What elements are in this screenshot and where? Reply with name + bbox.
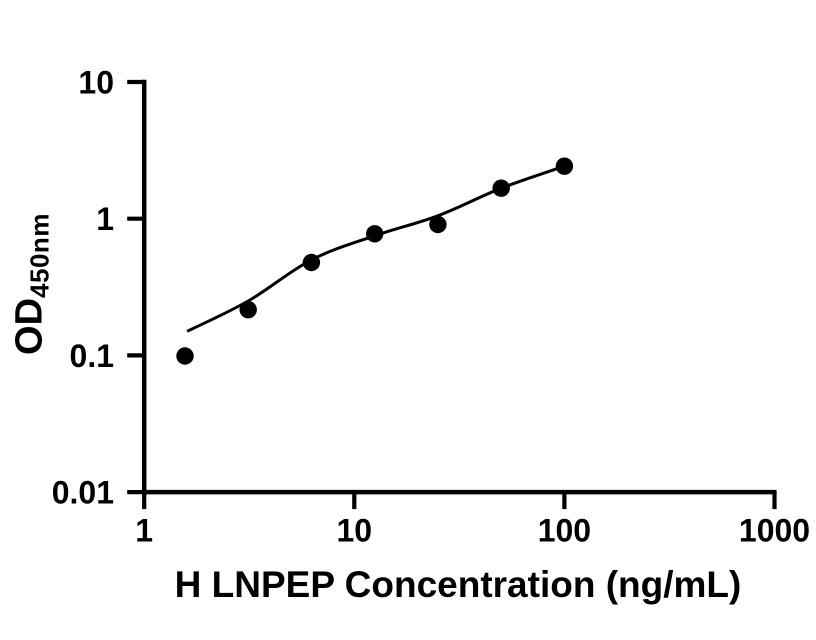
- y-axis-tick-label: 0.1: [70, 338, 114, 374]
- data-point: [239, 301, 257, 319]
- y-axis-title-subscript: 450nm: [24, 213, 55, 298]
- y-axis-tick-label: 0.01: [52, 475, 114, 511]
- data-point: [302, 253, 321, 272]
- x-axis-title: H LNPEP Concentration (ng/mL): [174, 564, 742, 605]
- data-point: [492, 179, 510, 197]
- x-axis-tick-label: 10: [337, 513, 373, 549]
- y-axis-tick-label: 1: [96, 201, 114, 237]
- x-axis-tick-label: 1: [135, 513, 153, 549]
- y-axis-tick-label: 10: [78, 65, 114, 101]
- data-point: [555, 157, 574, 175]
- axes-lines: [141, 79, 777, 495]
- x-axis-tick-label: 1000: [739, 513, 810, 549]
- data-point: [176, 347, 194, 365]
- y-axis-title-text: OD: [8, 297, 51, 355]
- x-axis-tick-label: 100: [538, 513, 591, 549]
- data-point: [429, 215, 447, 234]
- data-point: [366, 225, 384, 243]
- y-axis-title: OD450nm: [8, 213, 55, 355]
